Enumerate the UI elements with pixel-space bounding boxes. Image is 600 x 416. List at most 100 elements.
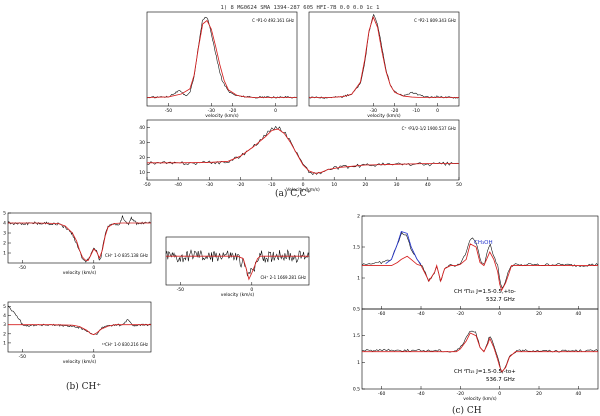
line-label: CH⁺ 2-1 1669.281 GHz [260,275,306,280]
x-tick-label: 0 [250,287,253,293]
series-model [362,243,598,292]
plot-header: 1) 8 MG0624 SMA 1394-287 605 HFI-7B 0.0 … [221,5,380,11]
x-tick-label: -20 [229,108,236,114]
y-tick-label: 5 [3,211,6,217]
panel-a3: -50 -40 -30 -20 -10 0 10 20 30 40 50 10 20 30 40 Veloci… [139,119,462,193]
x-tick-label: 40 [425,182,431,188]
y-tick-label: 10 [139,170,145,176]
x-axis-label: velocity (km/s) [221,292,255,298]
y-tick-label: 1 [357,276,360,282]
x-tick-label: 20 [363,182,369,188]
y-tick-label: 1 [357,360,360,366]
x-tick-label: 40 [575,391,581,397]
series-obs [361,231,599,289]
panel-c1: -60 -40 -20 0 20 40 0.5 1 1.5 2 CH ²Π₁₅ J=1.5-0.5,… [353,214,599,317]
panel-frame [308,11,460,107]
x-tick-label: -20 [237,182,244,188]
panel-frame [7,301,152,353]
x-axis-label: velocity (km/s) [205,113,239,119]
x-tick-label: 40 [575,311,581,317]
panel-frame [361,308,599,390]
x-tick-label: -20 [391,108,398,114]
x-tick-label: -60 [378,311,385,317]
x-axis-label: velocity (km/s) [367,113,401,119]
panel-b3: -50 0 1 2 3 4 5 velocity (km/s) ¹³CH⁺ 1-0 830.21… [3,301,152,365]
x-tick-label: 20 [536,311,542,317]
x-tick-label: -40 [417,311,424,317]
x-tick-label: 0 [498,391,501,397]
x-axis-label: velocity (km/s) [63,270,97,276]
y-tick-label: 3 [3,322,6,328]
x-tick-label: 0 [302,182,305,188]
x-tick-label: -50 [143,182,150,188]
x-tick-label: -10 [268,182,275,188]
panel-frame [146,11,298,107]
y-tick-label: 0.5 [353,387,360,393]
x-tick-label: -50 [19,265,26,271]
series-obs [146,16,298,99]
y-tick-label: 4 [3,313,6,319]
y-tick-label: 1 [3,251,6,257]
x-tick-label: -50 [165,108,172,114]
x-tick-label: -50 [19,354,26,360]
y-tick-label: 5 [3,304,6,310]
line-label: CH⁺ 1-0 835.138 GHz [105,253,148,258]
series-model [147,128,459,174]
series-model [166,255,309,281]
frequency-label: 532.7 GHz [486,297,515,303]
line-label: C ³P1-0 492.161 GHz [252,18,294,23]
x-tick-label: 0 [498,311,501,317]
x-tick-label: -50 [177,287,184,293]
ch3oh-annotation: CH₃OH [474,240,493,246]
x-tick-label: 10 [331,182,337,188]
series-obs [165,249,310,277]
y-tick-label: 30 [139,140,145,146]
series-obs [7,305,152,335]
y-tick-label: 2 [3,331,6,337]
y-tick-label: 1.5 [353,333,360,339]
x-tick-label: -20 [457,311,464,317]
series-model [309,15,459,98]
x-tick-label: -30 [208,108,215,114]
series-ch3oh [385,230,422,265]
x-tick-label: 0 [92,354,95,360]
panel-c2: -60 -40 -20 0 20 40 0.5 1 1.5 velocity (km/s) CH ²… [353,308,599,402]
y-tick-label: 4 [3,221,6,227]
caption-c: (c) CH [452,406,482,416]
x-axis-label: velocity (km/s) [63,359,97,365]
y-tick-label: 20 [139,155,145,161]
x-tick-label: 0 [274,108,277,114]
caption-a: (a) C,C⁺ [275,189,312,199]
series-model [8,324,151,336]
series-obs [308,13,460,99]
x-axis-label: Velocity (km/s) [286,187,320,193]
caption-b: (b) CH⁺ [66,382,102,392]
line-label: C⁺ ²P3/2-1/2 1900.537 GHz [402,126,456,131]
frequency-label: 536.7 GHz [486,377,515,383]
y-tick-label: 3 [3,231,6,237]
x-tick-label: -30 [206,182,213,188]
panel-frame [165,236,310,286]
x-tick-label: -40 [175,182,182,188]
x-tick-label: 50 [456,182,462,188]
series-model [146,19,297,98]
series-model [8,222,151,261]
panel-frame [7,212,152,264]
line-label: CH ²Π₁₅ J=1.5-0.5,+to- [454,288,516,295]
x-tick-label: -20 [457,391,464,397]
series-obs [146,125,460,176]
x-tick-label: 30 [394,182,400,188]
x-tick-label: -40 [417,391,424,397]
line-label: CH ²Π₁₅ J=1.5-0.5,-to+ [454,368,516,375]
y-tick-label: 2 [3,241,6,247]
line-label: C ³P2-1 809.343 GHz [414,18,456,23]
x-tick-label: 0 [92,265,95,271]
x-tick-label: -10 [412,108,419,114]
y-tick-label: 1.5 [353,245,360,251]
x-tick-label: -60 [378,391,385,397]
panel-a1: -50 -30 -20 0 velocity (km/s) C ³P1-0 492.161… [146,11,298,119]
panel-a2: -30 -20 -10 0 velocity (km/s) C ³P2-1 809.343… [308,11,460,119]
